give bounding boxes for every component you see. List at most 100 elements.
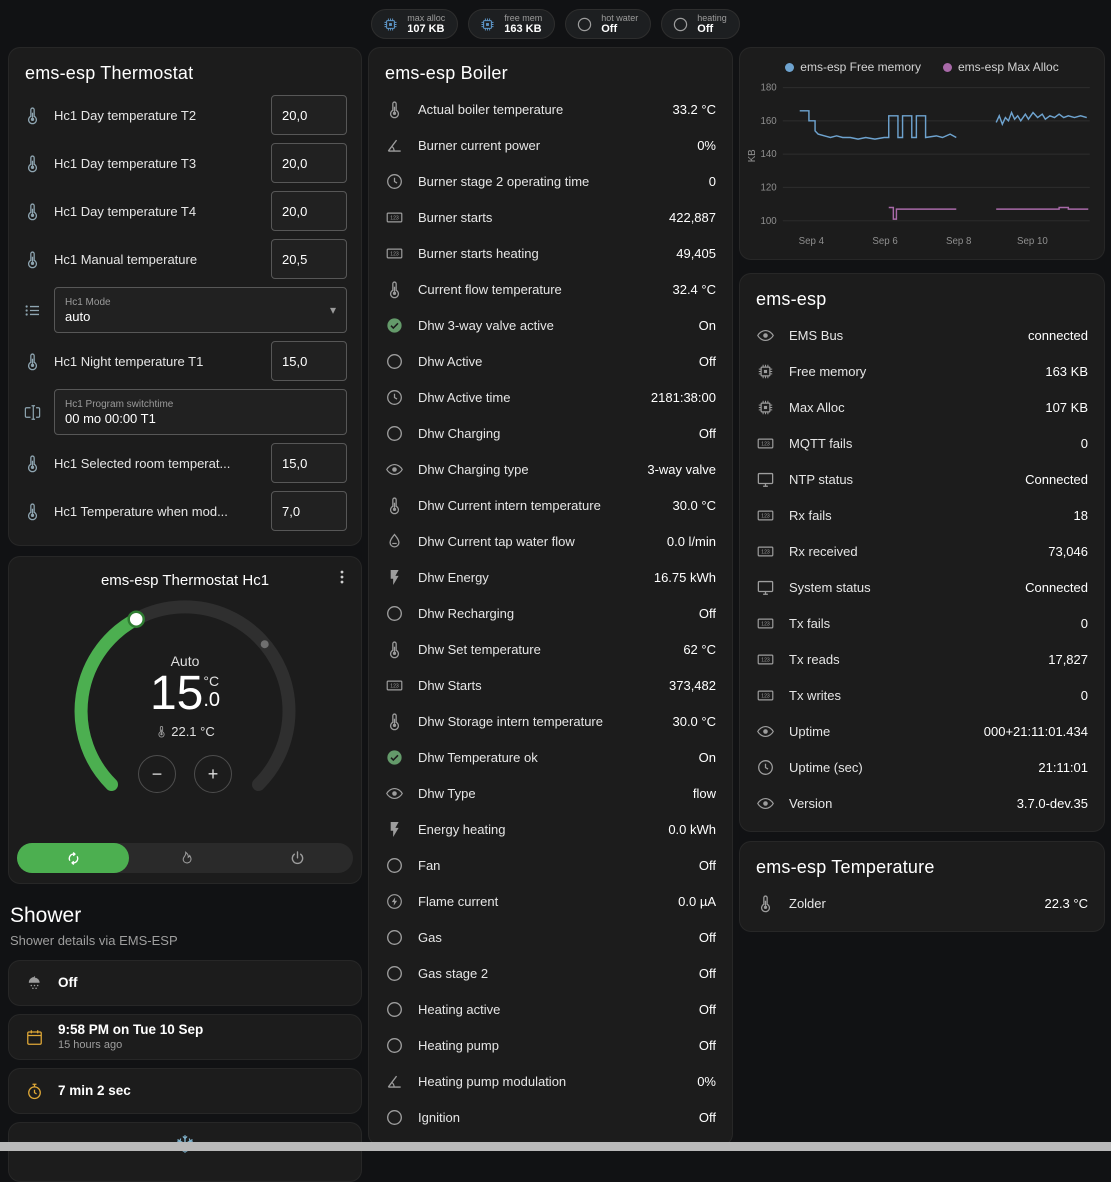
entity-row[interactable]: EMS Bus connected [740, 317, 1104, 353]
entity-label: Current flow temperature [418, 281, 562, 297]
entity-label: Gas stage 2 [418, 965, 489, 981]
entity-row[interactable]: Rx received 73,046 [740, 533, 1104, 569]
mode-auto-button[interactable] [17, 843, 129, 873]
timer-icon [25, 1082, 44, 1101]
number-input[interactable] [271, 95, 347, 135]
entity-row[interactable]: Dhw Type flow [369, 775, 732, 811]
entity-label: Fan [418, 857, 441, 873]
settings-rows: Hc1 Day temperature T2 Hc1 Day temperatur… [9, 91, 361, 545]
entity-row[interactable]: Version 3.7.0-dev.35 [740, 785, 1104, 821]
entity-value: 30.0 °C [672, 497, 716, 513]
entity-label: Dhw Charging [418, 425, 501, 441]
mode-heat-button[interactable] [129, 843, 241, 873]
thermostat-dial[interactable]: Auto 15 °C .0 22.1 °C − + [9, 591, 361, 841]
thermometer-icon [23, 352, 42, 371]
shower-row[interactable]: 7 min 2 sec [8, 1068, 362, 1114]
status-chip[interactable]: free mem 163 KB [468, 9, 556, 39]
entity-row[interactable]: Heating pump modulation 0% [369, 1063, 732, 1099]
circle-icon [385, 856, 404, 875]
entity-value: Off [698, 1109, 716, 1125]
entity-label: Dhw Starts [418, 677, 482, 693]
entity-row[interactable]: Ignition Off [369, 1099, 732, 1135]
entity-row[interactable]: Burner starts 422,887 [369, 199, 732, 235]
legend-item[interactable]: ems-esp Free memory [785, 60, 921, 74]
entity-row[interactable]: Uptime 000+21:11:01.434 [740, 713, 1104, 749]
entity-row[interactable]: Dhw Active time 2181:38:00 [369, 379, 732, 415]
shower-row[interactable]: 9:58 PM on Tue 10 Sep 15 hours ago [8, 1014, 362, 1060]
shower-row[interactable]: Off [8, 960, 362, 1006]
entity-row[interactable]: Tx fails 0 [740, 605, 1104, 641]
entity-row[interactable]: Dhw Charging Off [369, 415, 732, 451]
flash-icon [385, 820, 404, 839]
entity-row[interactable]: Gas Off [369, 919, 732, 955]
history-chart: 100 120 140 160 180 Sep 4 Sep 6 Sep 8 Sep 10 KB [747, 83, 1090, 247]
number-input[interactable] [271, 239, 347, 279]
entity-row[interactable]: Tx reads 17,827 [740, 641, 1104, 677]
entity-label: Tx reads [789, 651, 840, 667]
number-input[interactable] [271, 143, 347, 183]
legend-item[interactable]: ems-esp Max Alloc [943, 60, 1059, 74]
legend-dot [785, 62, 795, 72]
entity-label: Zolder [789, 895, 826, 911]
status-chip[interactable]: max alloc 107 KB [371, 9, 459, 39]
entity-row[interactable]: Free memory 163 KB [740, 353, 1104, 389]
entity-row[interactable]: Dhw 3-way valve active On [369, 307, 732, 343]
decrease-temp-button[interactable]: − [138, 755, 176, 794]
entity-row[interactable]: Fan Off [369, 847, 732, 883]
entity-row[interactable]: Dhw Current intern temperature 30.0 °C [369, 487, 732, 523]
status-chip[interactable]: heating Off [661, 9, 740, 39]
number-input[interactable] [271, 491, 347, 531]
entity-row[interactable]: Burner current power 0% [369, 127, 732, 163]
entity-row[interactable]: Max Alloc 107 KB [740, 389, 1104, 425]
number-input[interactable] [271, 341, 347, 381]
entity-row[interactable]: Dhw Set temperature 62 °C [369, 631, 732, 667]
entity-row[interactable]: Heating active Off [369, 991, 732, 1027]
circle-icon [385, 1000, 404, 1019]
flash-icon [385, 568, 404, 587]
entity-label: Burner current power [418, 137, 541, 153]
entity-row[interactable]: Dhw Recharging Off [369, 595, 732, 631]
entity-row[interactable]: Uptime (sec) 21:11:01 [740, 749, 1104, 785]
entity-row[interactable]: NTP status Connected [740, 461, 1104, 497]
entity-row[interactable]: Gas stage 2 Off [369, 955, 732, 991]
entity-row[interactable]: Burner stage 2 operating time 0 [369, 163, 732, 199]
entity-row[interactable]: Rx fails 18 [740, 497, 1104, 533]
entity-row[interactable]: Heating pump Off [369, 1027, 732, 1063]
horizontal-scrollbar[interactable] [0, 1142, 1111, 1151]
current-temp-value: 22.1 °C [171, 724, 215, 740]
more-options-icon[interactable] [331, 566, 353, 588]
increase-temp-button[interactable]: + [194, 755, 232, 794]
legend-label: ems-esp Free memory [800, 60, 921, 74]
autorenew-icon [65, 850, 82, 867]
entity-row[interactable]: Dhw Current tap water flow 0.0 l/min [369, 523, 732, 559]
number-input[interactable] [271, 443, 347, 483]
dial-handle[interactable] [127, 610, 145, 628]
entity-row[interactable]: Dhw Temperature ok On [369, 739, 732, 775]
number-input[interactable] [271, 191, 347, 231]
mode-off-button[interactable] [241, 843, 353, 873]
entity-value: 30.0 °C [672, 713, 716, 729]
svg-text:100: 100 [760, 216, 777, 227]
entity-row[interactable]: Dhw Active Off [369, 343, 732, 379]
entity-row[interactable]: Tx writes 0 [740, 677, 1104, 713]
status-chip[interactable]: hot water Off [565, 9, 652, 39]
circle-icon [385, 1036, 404, 1055]
entity-row[interactable]: Dhw Charging type 3-way valve [369, 451, 732, 487]
entity-row[interactable]: Flame current 0.0 µA [369, 883, 732, 919]
entity-value: Off [698, 929, 716, 945]
entity-row[interactable]: Dhw Storage intern temperature 30.0 °C [369, 703, 732, 739]
hvac-mode-bar [17, 843, 353, 873]
text-field[interactable]: Hc1 Program switchtime 00 mo 00:00 T1 [54, 389, 347, 435]
entity-label: Uptime (sec) [789, 759, 863, 775]
entity-row[interactable]: Zolder 22.3 °C [740, 885, 1104, 921]
setting-label: Hc1 Selected room temperat... [54, 455, 231, 471]
entity-row[interactable]: Energy heating 0.0 kWh [369, 811, 732, 847]
entity-row[interactable]: Dhw Starts 373,482 [369, 667, 732, 703]
entity-row[interactable]: Burner starts heating 49,405 [369, 235, 732, 271]
entity-row[interactable]: MQTT fails 0 [740, 425, 1104, 461]
entity-row[interactable]: Dhw Energy 16.75 kWh [369, 559, 732, 595]
entity-row[interactable]: Actual boiler temperature 33.2 °C [369, 91, 732, 127]
entity-row[interactable]: Current flow temperature 32.4 °C [369, 271, 732, 307]
entity-row[interactable]: System status Connected [740, 569, 1104, 605]
mode-select[interactable]: Hc1 Mode auto ▾ [54, 287, 347, 333]
